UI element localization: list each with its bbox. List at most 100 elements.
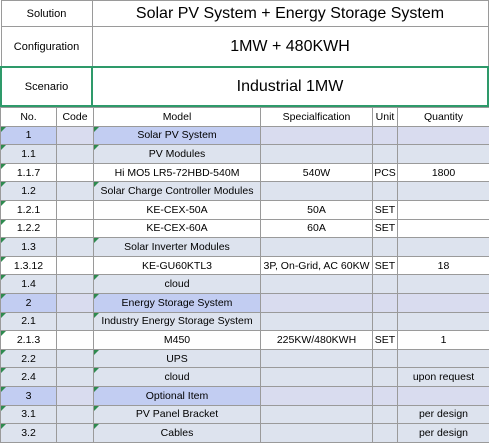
column-header-quantity[interactable]: Quantity [397,107,489,127]
column-header-no[interactable]: No. [0,107,57,127]
cell-model[interactable]: Solar Inverter Modules [93,237,261,257]
cell-no[interactable]: 3.1 [0,404,57,425]
cell-code[interactable] [56,199,94,220]
column-header-specification[interactable]: Specialfication [260,107,373,127]
cell-quantity[interactable] [397,237,489,257]
cell-quantity[interactable] [397,218,489,239]
cell-quantity[interactable]: 18 [397,255,489,276]
cell-no[interactable]: 1.2.1 [0,199,57,220]
cell-model[interactable]: cloud [93,274,261,294]
cell-code[interactable] [56,367,94,387]
cell-quantity[interactable] [397,274,489,294]
cell-no[interactable]: 2.1 [0,311,57,332]
cell-unit[interactable] [372,311,398,332]
cell-code[interactable] [56,385,94,406]
configuration-label[interactable]: Configuration [0,26,93,68]
solution-label[interactable]: Solution [0,0,93,27]
cell-specification[interactable] [260,181,373,201]
cell-model[interactable]: cloud [93,367,261,387]
solution-value[interactable]: Solar PV System + Energy Storage System [91,0,489,27]
cell-unit[interactable] [372,292,398,313]
configuration-value[interactable]: 1MW + 480KWH [91,26,489,68]
cell-code[interactable] [56,292,94,313]
cell-quantity[interactable] [397,125,489,146]
cell-code[interactable] [56,311,94,332]
cell-quantity[interactable]: 1 [397,330,489,350]
cell-specification[interactable] [260,367,373,387]
cell-unit[interactable]: SET [372,330,398,350]
cell-specification[interactable] [260,292,373,313]
cell-quantity[interactable]: per design [397,423,489,443]
cell-specification[interactable] [260,311,373,332]
cell-code[interactable] [56,404,94,425]
cell-no[interactable]: 2 [0,292,57,313]
cell-specification[interactable]: 50A [260,199,373,220]
cell-no[interactable]: 1.2 [0,181,57,201]
column-header-code[interactable]: Code [56,107,94,127]
cell-unit[interactable] [372,237,398,257]
cell-unit[interactable]: SET [372,255,398,276]
cell-quantity[interactable] [397,385,489,406]
cell-code[interactable] [56,348,94,369]
cell-code[interactable] [56,218,94,239]
cell-specification[interactable] [260,237,373,257]
cell-specification[interactable]: 540W [260,162,373,183]
cell-model[interactable]: PV Modules [93,144,261,164]
cell-specification[interactable]: 225KW/480KWH [260,330,373,350]
cell-quantity[interactable] [397,348,489,369]
cell-no[interactable]: 2.1.3 [0,330,57,350]
cell-code[interactable] [56,181,94,201]
cell-unit[interactable] [372,423,398,443]
cell-model[interactable]: Hi MO5 LR5-72HBD-540M [93,162,261,183]
cell-model[interactable]: UPS [93,348,261,369]
scenario-value[interactable]: Industrial 1MW [91,66,489,107]
cell-unit[interactable] [372,274,398,294]
cell-no[interactable]: 1.3.12 [0,255,57,276]
cell-code[interactable] [56,162,94,183]
cell-specification[interactable] [260,144,373,164]
cell-model[interactable]: KE-CEX-50A [93,199,261,220]
cell-model[interactable]: Industry Energy Storage System [93,311,261,332]
cell-unit[interactable] [372,144,398,164]
cell-model[interactable]: PV Panel Bracket [93,404,261,425]
column-header-model[interactable]: Model [93,107,261,127]
cell-model[interactable]: Solar Charge Controller Modules [93,181,261,201]
cell-quantity[interactable] [397,311,489,332]
cell-no[interactable]: 1.2.2 [0,218,57,239]
scenario-label[interactable]: Scenario [0,66,93,107]
cell-no[interactable]: 2.4 [0,367,57,387]
cell-unit[interactable]: SET [372,199,398,220]
cell-quantity[interactable] [397,199,489,220]
cell-model[interactable]: KE-CEX-60A [93,218,261,239]
cell-code[interactable] [56,237,94,257]
cell-specification[interactable] [260,385,373,406]
cell-model[interactable]: Energy Storage System [93,292,261,313]
cell-quantity[interactable]: 1800 [397,162,489,183]
cell-quantity[interactable]: upon request [397,367,489,387]
cell-no[interactable]: 3.2 [0,423,57,443]
cell-specification[interactable]: 3P, On-Grid, AC 60KW [260,255,373,276]
cell-specification[interactable] [260,348,373,369]
cell-specification[interactable] [260,404,373,425]
cell-no[interactable]: 3 [0,385,57,406]
cell-unit[interactable]: PCS [372,162,398,183]
cell-no[interactable]: 1.1.7 [0,162,57,183]
cell-specification[interactable] [260,125,373,146]
column-header-unit[interactable]: Unit [372,107,398,127]
cell-code[interactable] [56,144,94,164]
cell-code[interactable] [56,125,94,146]
cell-model[interactable]: M450 [93,330,261,350]
cell-quantity[interactable] [397,292,489,313]
cell-unit[interactable] [372,181,398,201]
cell-code[interactable] [56,274,94,294]
cell-no[interactable]: 1.4 [0,274,57,294]
cell-unit[interactable]: SET [372,218,398,239]
cell-unit[interactable] [372,367,398,387]
cell-specification[interactable] [260,274,373,294]
cell-unit[interactable] [372,404,398,425]
cell-quantity[interactable] [397,144,489,164]
cell-no[interactable]: 2.2 [0,348,57,369]
cell-model[interactable]: Solar PV System [93,125,261,146]
cell-model[interactable]: KE-GU60KTL3 [93,255,261,276]
cell-unit[interactable] [372,385,398,406]
